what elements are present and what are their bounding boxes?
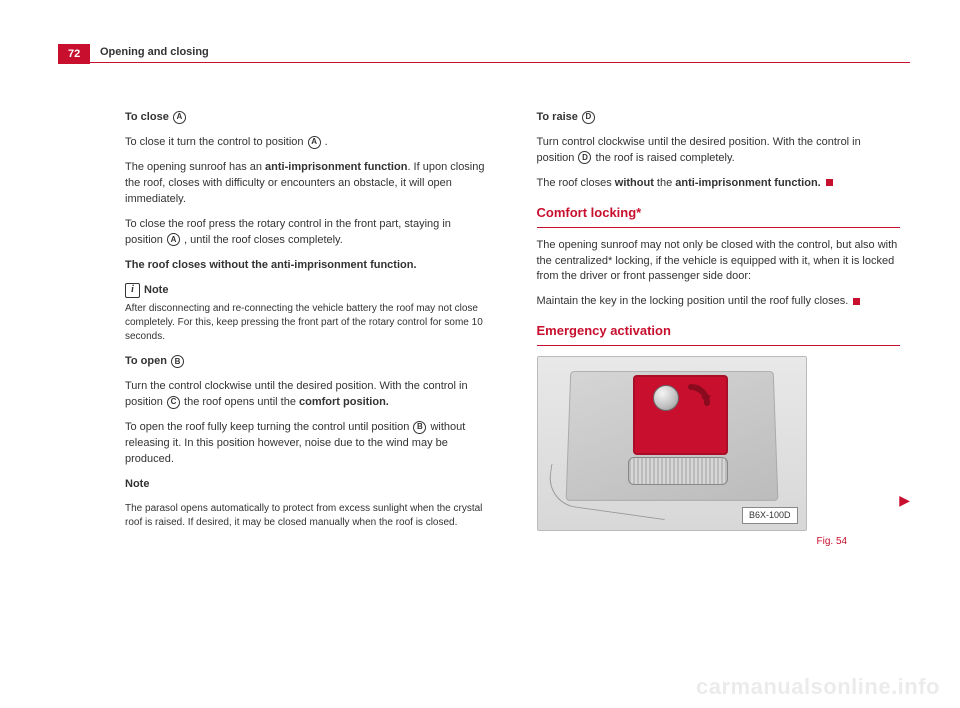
- open-p2: To open the roof fully keep turning the …: [125, 420, 489, 468]
- page-number-tab: 72: [58, 44, 90, 64]
- letter-badge-c-icon: C: [167, 396, 180, 409]
- bold-text: comfort position.: [299, 396, 389, 408]
- section-title: Opening and closing: [100, 46, 209, 58]
- bold-text: without: [615, 177, 654, 189]
- letter-badge-d-icon: D: [582, 111, 595, 124]
- end-marker-icon: [826, 179, 833, 186]
- letter-badge-a-icon: A: [173, 111, 186, 124]
- right-column: To raise D Turn control clockwise until …: [537, 110, 901, 648]
- letter-badge-b-icon: B: [171, 355, 184, 368]
- end-marker-icon: [853, 298, 860, 305]
- to-close-heading: To close A: [125, 110, 489, 126]
- close-p3: To close the roof press the rotary contr…: [125, 217, 489, 249]
- close-p4-bold: The roof closes without the anti-impriso…: [125, 258, 489, 274]
- letter-badge-a-icon: A: [167, 233, 180, 246]
- letter-badge-b-icon: B: [413, 421, 426, 434]
- figure-54: B6X-100D Fig. 54: [537, 356, 901, 550]
- text: , until the roof closes completely.: [181, 234, 343, 246]
- figure-image: B6X-100D: [537, 356, 807, 531]
- heading-rule: [537, 345, 901, 346]
- text: the roof is raised completely.: [592, 152, 734, 164]
- close-p2: The opening sunroof has an anti-imprison…: [125, 160, 489, 208]
- watermark: carmanualsonline.info: [696, 674, 940, 700]
- continue-arrow-icon: ▶: [899, 490, 910, 510]
- figure-code: B6X-100D: [742, 507, 798, 524]
- left-column: To close A To close it turn the control …: [125, 110, 489, 648]
- text: Maintain the key in the locking position…: [537, 295, 849, 307]
- bold-text: anti-imprisonment function.: [675, 177, 820, 189]
- comfort-p2: Maintain the key in the locking position…: [537, 294, 901, 310]
- content-columns: To close A To close it turn the control …: [125, 110, 900, 648]
- emergency-activation-heading: Emergency activation: [537, 322, 901, 341]
- raise-p1: Turn control clockwise until the desired…: [537, 135, 901, 167]
- manual-page: 72 Opening and closing To close A To clo…: [0, 0, 960, 708]
- to-open-label: To open: [125, 355, 167, 367]
- to-raise-heading: To raise D: [537, 110, 901, 126]
- to-close-label: To close: [125, 111, 169, 123]
- close-p1: To close it turn the control to position…: [125, 135, 489, 151]
- comfort-locking-heading: Comfort locking*: [537, 204, 901, 223]
- open-p1: Turn the control clockwise until the des…: [125, 379, 489, 411]
- info-icon: i: [125, 283, 140, 298]
- note1-text: After disconnecting and re-connecting th…: [125, 302, 489, 344]
- text: The roof closes: [537, 177, 615, 189]
- letter-badge-d-icon: D: [578, 151, 591, 164]
- text: the roof opens until the: [181, 396, 299, 408]
- emergency-panel: [633, 375, 728, 455]
- to-raise-label: To raise: [537, 111, 578, 123]
- letter-badge-a-icon: A: [308, 136, 321, 149]
- text: To close it turn the control to position: [125, 136, 307, 148]
- raise-p2: The roof closes without the anti-impriso…: [537, 176, 901, 192]
- figure-label: Fig. 54: [817, 535, 848, 550]
- note2-text: The parasol opens automatically to prote…: [125, 502, 489, 530]
- text: To open the roof fully keep turning the …: [125, 421, 412, 433]
- bold-text: anti-imprisonment function: [265, 161, 407, 173]
- comfort-p1: The opening sunroof may not only be clos…: [537, 238, 901, 286]
- curved-arrow-icon: [671, 383, 711, 423]
- text: The opening sunroof has an: [125, 161, 265, 173]
- note-label: Note: [144, 283, 168, 299]
- text: .: [322, 136, 328, 148]
- figure-caption-row: Fig. 54: [537, 535, 901, 550]
- text: the: [654, 177, 675, 189]
- note-header: i Note: [125, 283, 489, 299]
- to-open-heading: To open B: [125, 354, 489, 370]
- header-rule: [58, 62, 910, 63]
- note2-label: Note: [125, 477, 489, 493]
- heading-rule: [537, 227, 901, 228]
